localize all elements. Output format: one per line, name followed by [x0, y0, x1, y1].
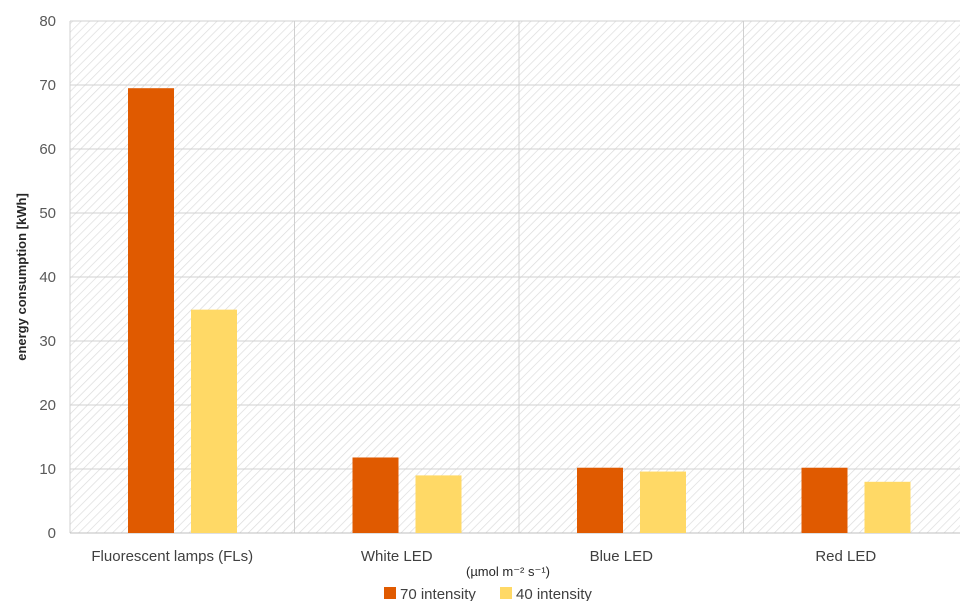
bar — [191, 309, 237, 533]
x-tick-label: Red LED — [815, 548, 876, 565]
legend: 70 intensity 40 intensity — [384, 586, 592, 601]
y-tick-label: 80 — [39, 13, 56, 30]
y-tick-label: 10 — [39, 461, 56, 478]
bar — [415, 475, 462, 533]
y-tick-label: 50 — [39, 205, 56, 222]
y-axis-label: energy consumption [kWh] — [14, 193, 29, 361]
bar — [577, 467, 623, 533]
legend-swatch — [384, 587, 396, 599]
x-axis-unit-label: (µmol m⁻² s⁻¹) — [466, 564, 550, 579]
y-tick-label: 70 — [39, 77, 56, 94]
bar — [352, 457, 399, 533]
bar — [128, 88, 174, 533]
x-tick-label: Blue LED — [590, 548, 654, 565]
y-axis-ticks: 0 10 20 30 40 50 60 70 80 — [39, 13, 56, 542]
legend-label: 40 intensity — [516, 586, 592, 601]
bar — [801, 467, 848, 533]
x-axis-categories: Fluorescent lamps (FLs) White LED Blue LED… — [91, 548, 876, 565]
y-tick-label: 40 — [39, 269, 56, 286]
bar — [864, 481, 911, 533]
y-tick-label: 20 — [39, 397, 56, 414]
legend-swatch — [500, 587, 512, 599]
legend-label: 70 intensity — [400, 586, 476, 601]
bar — [640, 471, 686, 533]
y-tick-label: 0 — [48, 525, 56, 542]
y-tick-label: 60 — [39, 141, 56, 158]
bars — [128, 88, 911, 533]
x-tick-label: White LED — [361, 548, 433, 565]
x-tick-label: Fluorescent lamps (FLs) — [91, 548, 253, 565]
y-tick-label: 30 — [39, 333, 56, 350]
